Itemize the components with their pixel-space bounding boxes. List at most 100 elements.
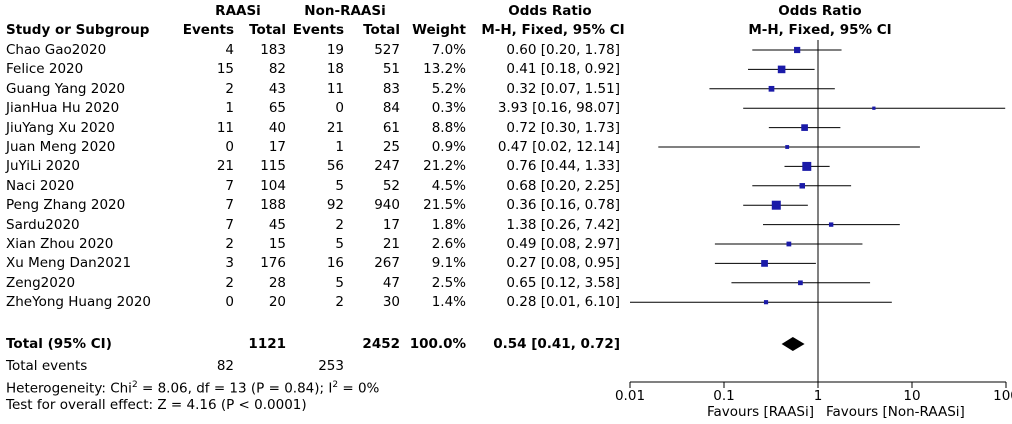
- total2-value: 52: [382, 177, 400, 194]
- total2-value: 17: [382, 216, 400, 233]
- total1-value: 104: [260, 177, 286, 194]
- total1-value: 65: [268, 100, 286, 117]
- events2-value: 19: [326, 42, 344, 58]
- total2-value: 247: [374, 158, 400, 175]
- events2-value: 18: [326, 61, 344, 78]
- ci-value: 0.36 [0.16, 0.78]: [506, 197, 620, 214]
- events1-value: 15: [216, 61, 234, 78]
- study-marker: [785, 145, 790, 149]
- events2-value: 1: [335, 139, 344, 155]
- favours-right: Favours [Non-RAASi]: [826, 404, 965, 420]
- overall-effect-text: Test for overall effect: Z = 4.16 (P < 0…: [6, 397, 307, 413]
- ci-value: 0.68 [0.20, 2.25]: [506, 177, 620, 194]
- total2-value: 51: [382, 61, 400, 78]
- weight-value: 21.2%: [423, 158, 466, 175]
- study-name: Chao Gao2020: [6, 42, 107, 58]
- events2-value: 5: [335, 274, 344, 291]
- weight-header: Weight: [412, 22, 466, 38]
- study-column-header: Study or Subgroup: [6, 22, 150, 38]
- total-ci: 0.54 [0.41, 0.72]: [493, 336, 620, 352]
- study-marker: [761, 260, 768, 267]
- total1-value: 20: [268, 294, 286, 311]
- pooled-diamond: [781, 337, 805, 351]
- total1-value: 115: [260, 158, 286, 175]
- total2-value: 940: [374, 197, 400, 214]
- total-weight: 100.0%: [409, 336, 466, 352]
- weight-value: 2.5%: [431, 274, 466, 291]
- events1-value: 21: [216, 158, 234, 175]
- total-events-label: Total events: [6, 358, 88, 374]
- total-n1: 1121: [248, 336, 286, 352]
- method-header: M-H, Fixed, 95% CI: [481, 22, 625, 38]
- events2-value: 21: [326, 119, 344, 136]
- study-name: Felice 2020: [6, 61, 84, 78]
- weight-value: 21.5%: [423, 197, 466, 214]
- study-name: Zeng2020: [6, 274, 76, 291]
- study-name: Xu Meng Dan2021: [6, 255, 132, 272]
- events1-value: 0: [225, 139, 234, 155]
- study-name: JianHua Hu 2020: [6, 100, 120, 117]
- study-marker: [786, 241, 792, 247]
- total1-value: 28: [268, 274, 286, 291]
- events1-value: 4: [225, 42, 234, 58]
- ci-value: 0.65 [0.12, 3.58]: [506, 274, 620, 291]
- study-marker: [802, 161, 812, 171]
- total1-value: 188: [260, 197, 286, 214]
- events1-value: 2: [225, 80, 234, 97]
- study-name: JuYiLi 2020: [6, 158, 80, 175]
- weight-value: 9.1%: [431, 255, 466, 272]
- heterogeneity-text: Heterogeneity: Chi2 = 8.06, df = 13 (P =…: [6, 380, 380, 397]
- events2-value: 16: [326, 255, 344, 272]
- x-tick-label: 0.1: [713, 388, 734, 404]
- events2-value: 0: [335, 100, 344, 117]
- total2-value: 84: [382, 100, 400, 117]
- group2-header: Non-RAASi: [304, 3, 386, 19]
- events1-value: 3: [225, 255, 234, 272]
- total2-header: Total: [363, 22, 400, 38]
- study-marker: [771, 200, 781, 210]
- total1-value: 15: [268, 236, 286, 252]
- total-label: Total (95% CI): [6, 336, 112, 352]
- total2-value: 47: [382, 274, 400, 291]
- total1-value: 82: [268, 61, 286, 78]
- events2-header: Events: [292, 22, 344, 38]
- group1-header: RAASi: [215, 3, 261, 19]
- events1-header: Events: [182, 22, 234, 38]
- events1-value: 7: [225, 197, 234, 214]
- ci-value: 0.49 [0.08, 2.97]: [506, 236, 620, 252]
- ci-value: 0.76 [0.44, 1.33]: [506, 158, 620, 175]
- weight-value: 5.2%: [431, 80, 466, 97]
- total-n2: 2452: [362, 336, 400, 352]
- total2-value: 30: [382, 294, 400, 311]
- total-events-1: 82: [216, 358, 234, 374]
- ci-value: 0.72 [0.30, 1.73]: [506, 119, 620, 136]
- events2-value: 5: [335, 177, 344, 194]
- weight-value: 13.2%: [423, 61, 466, 78]
- events2-value: 2: [335, 294, 344, 311]
- total2-value: 21: [382, 236, 400, 252]
- study-name: Xian Zhou 2020: [6, 236, 114, 252]
- study-marker: [777, 65, 786, 74]
- weight-value: 8.8%: [431, 119, 466, 136]
- events2-value: 11: [326, 80, 344, 97]
- total1-value: 40: [268, 119, 286, 136]
- study-marker: [763, 300, 769, 305]
- total1-header: Total: [249, 22, 286, 38]
- total2-value: 83: [382, 80, 400, 97]
- total1-value: 176: [260, 255, 286, 272]
- weight-value: 2.6%: [431, 236, 466, 252]
- study-name: Guang Yang 2020: [6, 80, 126, 97]
- study-marker: [828, 222, 834, 227]
- events1-value: 1: [225, 100, 234, 117]
- x-tick-label: 10: [903, 388, 920, 404]
- study-marker: [794, 46, 801, 54]
- total1-value: 183: [260, 42, 286, 58]
- weight-value: 4.5%: [431, 177, 466, 194]
- or-plot-header: Odds Ratio: [778, 3, 862, 19]
- total2-value: 267: [374, 255, 400, 272]
- events1-value: 2: [225, 274, 234, 291]
- weight-value: 0.3%: [431, 100, 466, 117]
- x-tick-label: 1: [814, 388, 823, 404]
- total-events-2: 253: [318, 358, 344, 374]
- events1-value: 11: [216, 119, 234, 136]
